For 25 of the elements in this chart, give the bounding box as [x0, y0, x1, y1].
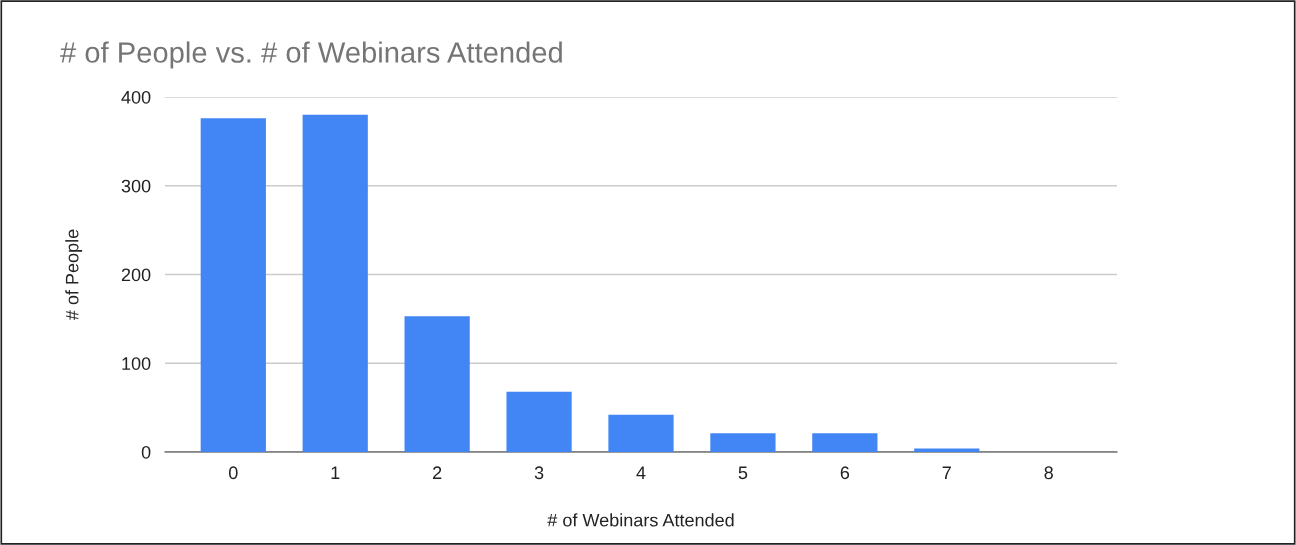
- chart-title: # of People vs. # of Webinars Attended: [60, 41, 562, 69]
- x-tick-label: 0: [228, 466, 238, 480]
- y-tick-label: 400: [121, 90, 151, 104]
- x-tick-label: 5: [738, 466, 748, 480]
- x-tick-label: 4: [636, 466, 646, 479]
- bar: [302, 114, 368, 452]
- bar: [914, 448, 980, 452]
- y-tick-label: 200: [121, 268, 151, 282]
- x-tick-label: 2: [433, 466, 442, 479]
- y-tick-label: 300: [121, 179, 151, 193]
- y-axis-title: # of People: [65, 229, 83, 321]
- bar: [812, 433, 878, 452]
- x-tick-label: 1: [331, 466, 340, 479]
- x-tick-label: 8: [1044, 466, 1053, 480]
- x-tick-label: 7: [942, 466, 951, 479]
- y-tick-label: 100: [122, 357, 151, 370]
- bar: [200, 118, 266, 452]
- x-tick-label: 6: [840, 466, 850, 480]
- x-axis-title: # of Webinars Attended: [547, 513, 734, 527]
- bar: [404, 316, 470, 452]
- bar: [506, 391, 572, 452]
- bar: [608, 414, 674, 452]
- x-tick-label: 3: [534, 466, 544, 480]
- bar: [710, 433, 776, 452]
- y-tick-label: 0: [141, 445, 151, 459]
